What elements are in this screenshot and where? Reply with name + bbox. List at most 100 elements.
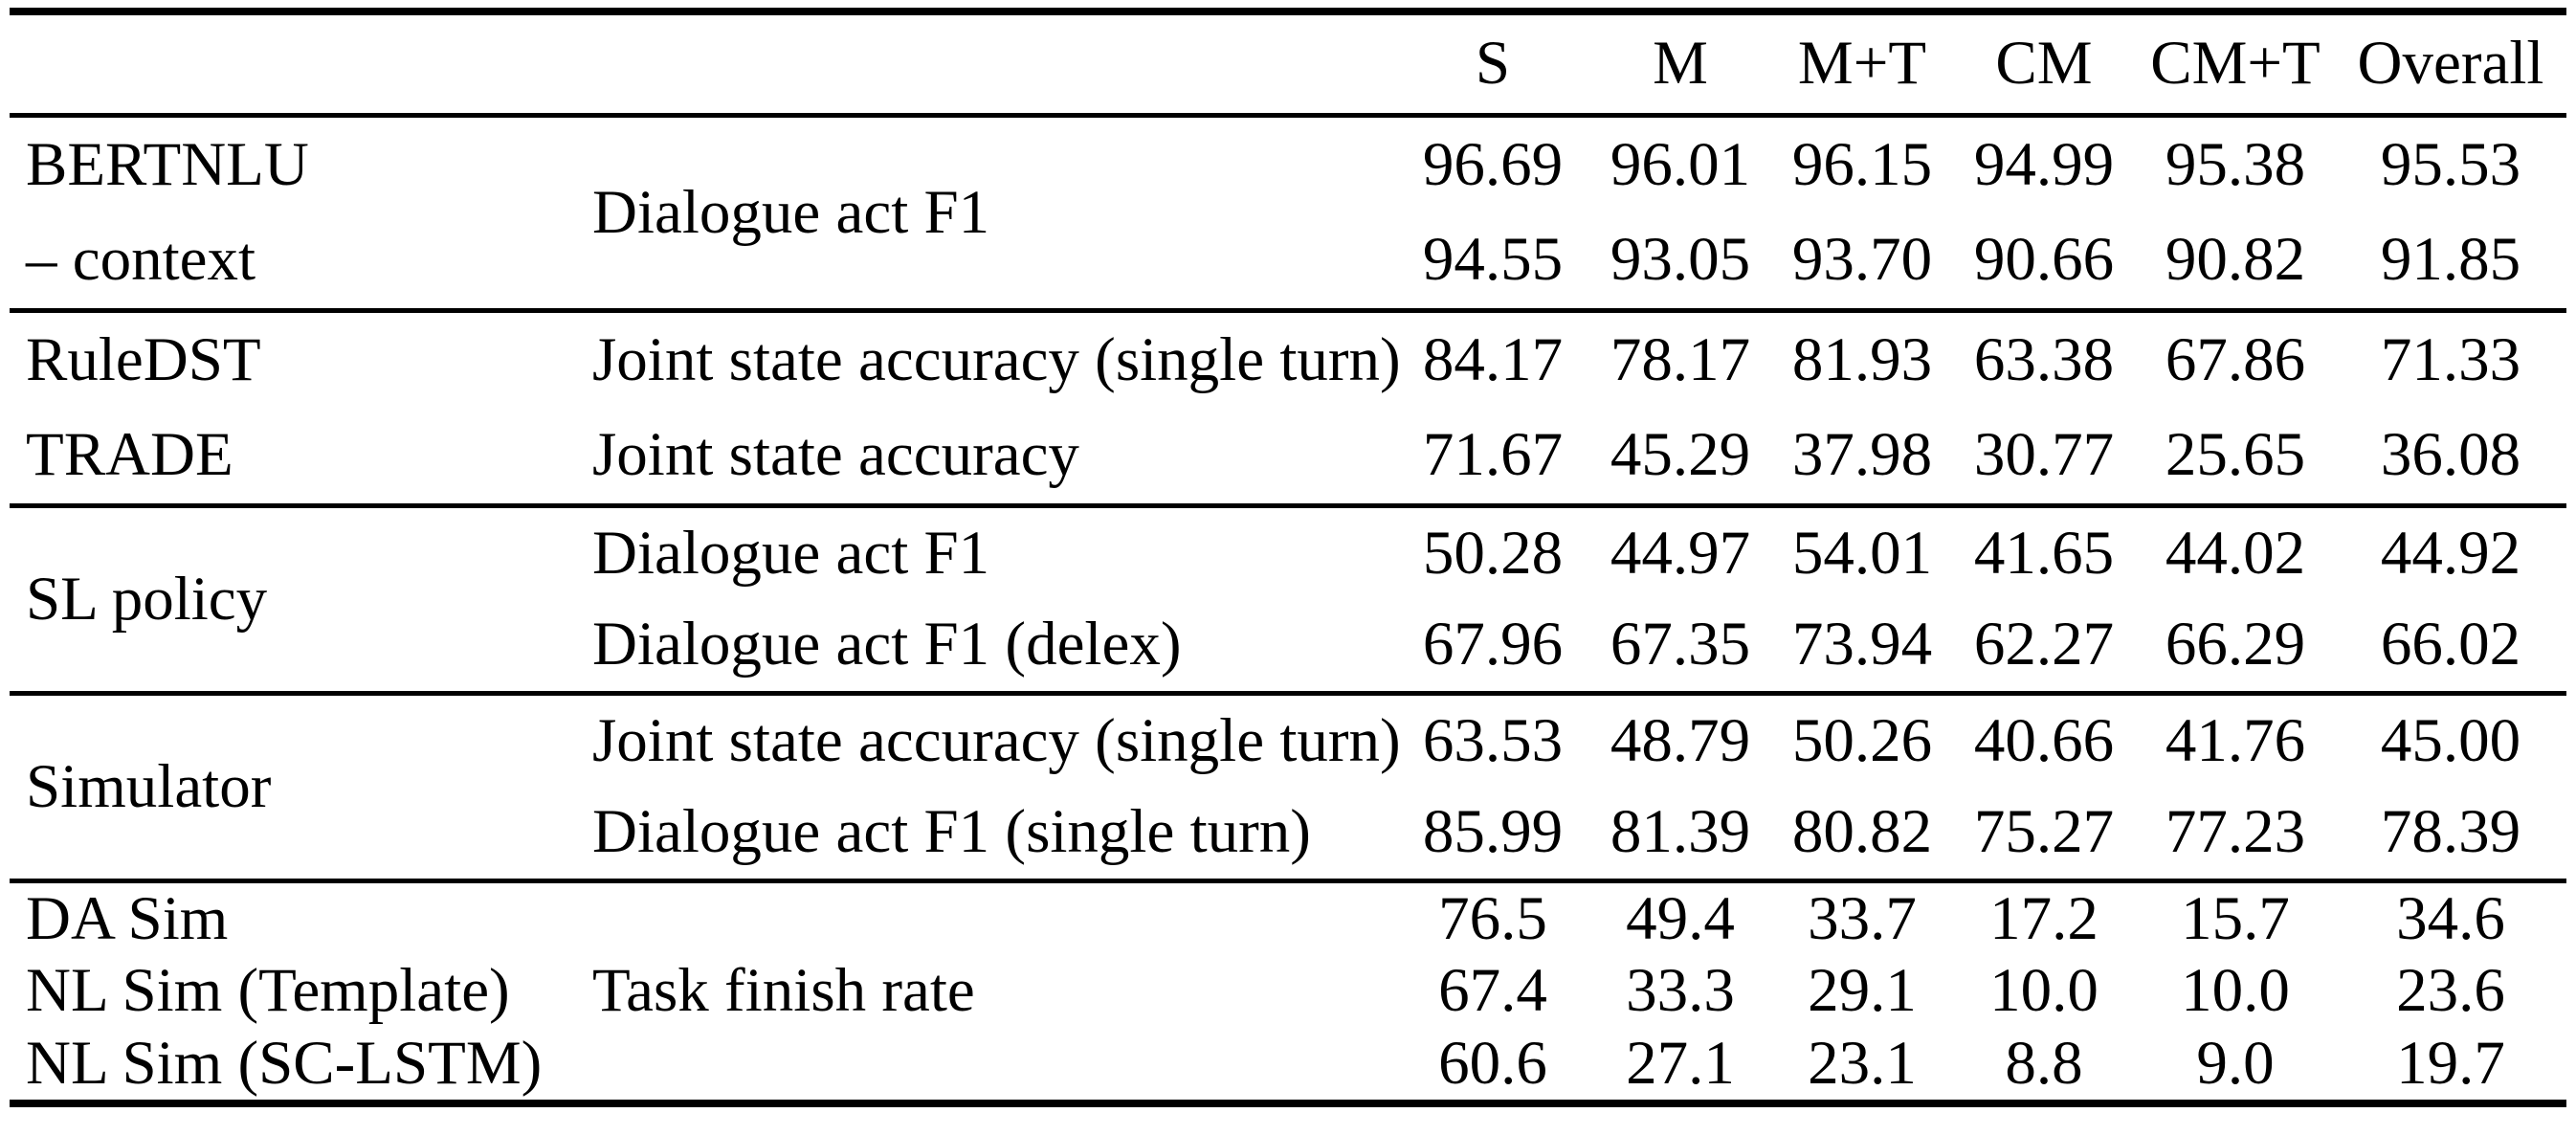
value-cell: 71.67 — [1422, 420, 1564, 490]
header-spacer-metric — [555, 11, 1397, 115]
metric-cell: Dialogue act F1 (single turn) — [592, 797, 1311, 867]
value-cell: 45.29 — [1610, 420, 1751, 490]
value-cell: 94.99 — [1973, 129, 2115, 199]
value-cell: 41.65 — [1973, 518, 2115, 588]
header-spacer-model — [10, 11, 555, 115]
table-row: TRADE Joint state accuracy 71.67 45.29 3… — [10, 408, 2566, 505]
metric-cell: Dialogue act F1 — [592, 177, 990, 247]
value-cell: 95.38 — [2165, 129, 2306, 199]
value-cell: 33.3 — [1626, 956, 1735, 1026]
group-end-to-end: DA Sim Task finish rate 76.5 49.4 33.7 1… — [10, 880, 2566, 1103]
value-cell: 49.4 — [1626, 883, 1735, 953]
value-cell: 95.53 — [2380, 129, 2521, 199]
table-row: NL Sim (Template) 67.4 33.3 29.1 10.0 10… — [10, 954, 2566, 1028]
group-simulator: Simulator Joint state accuracy (single t… — [10, 693, 2566, 880]
value-cell: 45.00 — [2380, 705, 2521, 775]
model-cell: RuleDST — [26, 324, 261, 394]
metric-cell: Dialogue act F1 — [592, 518, 990, 588]
value-cell: 25.65 — [2165, 420, 2306, 490]
value-cell: 50.28 — [1422, 518, 1564, 588]
value-cell: 54.01 — [1791, 518, 1933, 588]
model-cell: SL policy — [26, 564, 268, 634]
model-cell: NL Sim (Template) — [26, 956, 510, 1026]
table-row: Simulator Joint state accuracy (single t… — [10, 693, 2566, 821]
model-cell: – context — [26, 225, 256, 295]
value-cell: 30.77 — [1973, 420, 2115, 490]
value-cell: 71.33 — [2380, 324, 2521, 394]
column-header-m: M — [1653, 29, 1708, 99]
value-cell: 48.79 — [1610, 705, 1751, 775]
model-cell: DA Sim — [26, 883, 229, 953]
value-cell: 91.85 — [2380, 225, 2521, 295]
value-cell: 9.0 — [2196, 1029, 2275, 1099]
value-cell: 94.55 — [1422, 225, 1564, 295]
value-cell: 66.29 — [2165, 610, 2306, 679]
value-cell: 23.1 — [1808, 1029, 1917, 1099]
value-cell: 34.6 — [2396, 883, 2505, 953]
header-row: S M M+T CM CM+T Overall — [10, 11, 2566, 115]
value-cell: 62.27 — [1973, 610, 2115, 679]
table-row: – context 94.55 93.05 93.70 90.66 90.82 … — [10, 212, 2566, 310]
table-header: S M M+T CM CM+T Overall — [10, 11, 2566, 115]
value-cell: 10.0 — [2181, 956, 2290, 1026]
value-cell: 44.92 — [2380, 518, 2521, 588]
value-cell: 84.17 — [1422, 324, 1564, 394]
value-cell: 96.15 — [1791, 129, 1933, 199]
column-header-overall: Overall — [2357, 29, 2544, 99]
value-cell: 63.38 — [1973, 324, 2115, 394]
value-cell: 75.27 — [1973, 797, 2115, 867]
value-cell: 96.69 — [1422, 129, 1564, 199]
value-cell: 44.02 — [2165, 518, 2306, 588]
value-cell: 36.08 — [2380, 420, 2521, 490]
value-cell: 63.53 — [1422, 705, 1564, 775]
value-cell: 96.01 — [1610, 129, 1751, 199]
table-row: NL Sim (SC-LSTM) 60.6 27.1 23.1 8.8 9.0 … — [10, 1028, 2566, 1103]
value-cell: 37.98 — [1791, 420, 1933, 490]
value-cell: 44.97 — [1610, 518, 1751, 588]
evaluation-results-table: S M M+T CM CM+T Overall BERTNLU Dialogue… — [10, 8, 2566, 1107]
table-row: Dialogue act F1 (delex) 67.96 67.35 73.9… — [10, 599, 2566, 693]
table-row: Dialogue act F1 (single turn) 85.99 81.3… — [10, 787, 2566, 880]
value-cell: 10.0 — [1989, 956, 2099, 1026]
value-cell: 78.39 — [2380, 797, 2521, 867]
value-cell: 29.1 — [1808, 956, 1917, 1026]
value-cell: 8.8 — [2005, 1029, 2083, 1099]
value-cell: 73.94 — [1791, 610, 1933, 679]
metric-cell: Dialogue act F1 (delex) — [592, 610, 1182, 679]
value-cell: 50.26 — [1791, 705, 1933, 775]
metric-cell: Joint state accuracy (single turn) — [592, 324, 1401, 394]
value-cell: 33.7 — [1808, 883, 1917, 953]
model-cell: TRADE — [26, 420, 233, 490]
value-cell: 77.23 — [2165, 797, 2306, 867]
column-header-cm: CM — [1995, 29, 2093, 99]
table-row: RuleDST Joint state accuracy (single tur… — [10, 310, 2566, 408]
table-row: BERTNLU Dialogue act F1 96.69 96.01 96.1… — [10, 115, 2566, 247]
value-cell: 67.4 — [1438, 956, 1547, 1026]
group-policy: SL policy Dialogue act F1 50.28 44.97 54… — [10, 505, 2566, 693]
value-cell: 19.7 — [2396, 1029, 2505, 1099]
group-nlu: BERTNLU Dialogue act F1 96.69 96.01 96.1… — [10, 115, 2566, 310]
value-cell: 67.96 — [1422, 610, 1564, 679]
model-cell: NL Sim (SC-LSTM) — [26, 1029, 543, 1099]
model-cell: Simulator — [26, 751, 272, 821]
value-cell: 67.86 — [2165, 324, 2306, 394]
value-cell: 85.99 — [1422, 797, 1564, 867]
table-row: DA Sim Task finish rate 76.5 49.4 33.7 1… — [10, 880, 2566, 1026]
value-cell: 15.7 — [2181, 883, 2290, 953]
value-cell: 41.76 — [2165, 705, 2306, 775]
value-cell: 90.82 — [2165, 225, 2306, 295]
model-cell: BERTNLU — [26, 129, 309, 199]
value-cell: 93.70 — [1791, 225, 1933, 295]
value-cell: 90.66 — [1973, 225, 2115, 295]
value-cell: 67.35 — [1610, 610, 1751, 679]
value-cell: 66.02 — [2380, 610, 2521, 679]
metric-cell: Task finish rate — [592, 956, 975, 1026]
value-cell: 81.93 — [1791, 324, 1933, 394]
group-dst: RuleDST Joint state accuracy (single tur… — [10, 310, 2566, 505]
value-cell: 93.05 — [1610, 225, 1751, 295]
column-header-cmt: CM+T — [2150, 29, 2321, 99]
column-header-mt: M+T — [1797, 29, 1927, 99]
value-cell: 23.6 — [2396, 956, 2505, 1026]
value-cell: 40.66 — [1973, 705, 2115, 775]
